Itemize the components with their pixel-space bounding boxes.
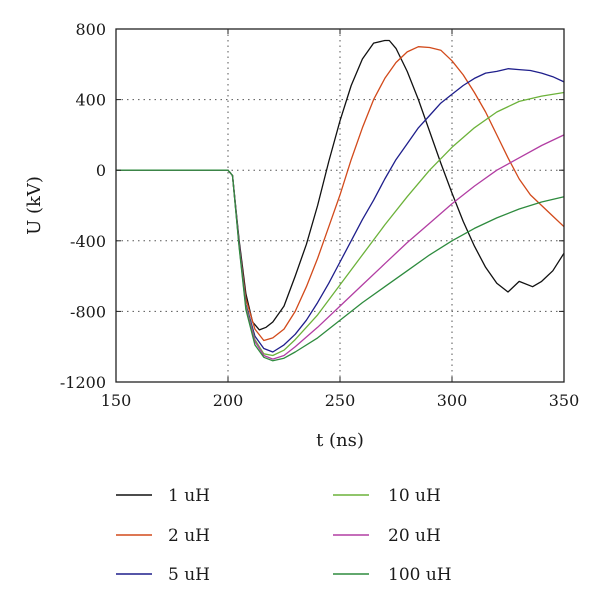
series-line — [116, 169, 565, 362]
legend-label: 5 uH — [168, 565, 210, 585]
grid-lines — [116, 29, 564, 382]
axis-ticks: 150 200 250 300 350 -1200 -800 -400 0 400 800 — [60, 20, 579, 410]
x-tick-label: 350 — [549, 391, 580, 410]
series-line — [116, 68, 565, 353]
series-line — [116, 46, 565, 342]
y-axis-label: U (kV) — [24, 176, 45, 235]
series-line — [116, 39, 565, 331]
x-tick-label: 250 — [325, 391, 356, 410]
legend-label: 1 uH — [168, 486, 210, 506]
y-tick-label: 400 — [75, 91, 106, 110]
x-tick-label: 200 — [213, 391, 244, 410]
legend-label: 20 uH — [388, 526, 441, 546]
y-tick-label: 800 — [75, 20, 106, 39]
y-tick-label: -800 — [70, 302, 106, 321]
y-tick-label: -400 — [70, 232, 106, 251]
legend: 1 uH 2 uH 5 uH 10 uH 20 uH 100 uH — [116, 486, 452, 585]
y-tick-label: -1200 — [60, 373, 106, 392]
y-tick-label: 0 — [96, 161, 106, 180]
legend-label: 10 uH — [388, 486, 441, 506]
legend-label: 2 uH — [168, 526, 210, 546]
legend-label: 100 uH — [388, 565, 452, 585]
x-tick-label: 300 — [437, 391, 468, 410]
series-lines — [116, 39, 565, 362]
x-tick-label: 150 — [101, 391, 132, 410]
series-line — [116, 134, 565, 360]
x-axis-label: t (ns) — [316, 430, 364, 451]
